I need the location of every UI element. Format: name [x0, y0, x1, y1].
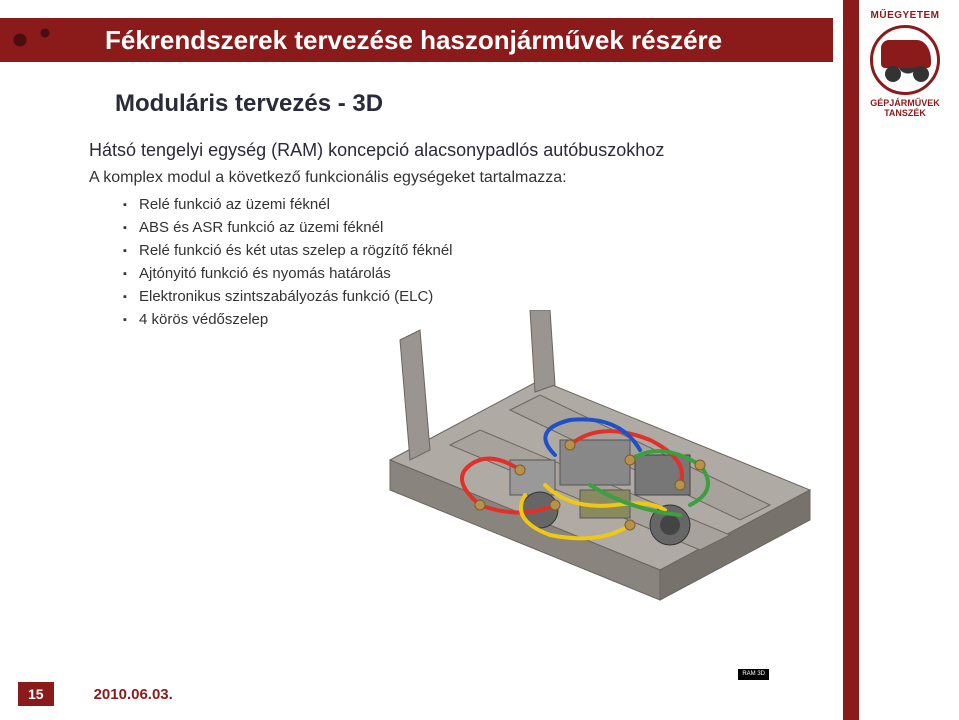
footer: 15 2010.06.03.: [18, 682, 173, 706]
diagram-label: RAM 3D: [738, 669, 769, 680]
header-title: Fékrendszerek tervezése haszonjárművek r…: [105, 25, 722, 56]
logo-top-text: MŰEGYETEM: [855, 10, 955, 21]
list-item: ABS és ASR funkció az üzemi féknél: [123, 216, 815, 239]
list-item: Ajtónyitó funkció és nyomás határolás: [123, 262, 815, 285]
cad-diagram: [370, 310, 830, 645]
content-area: Moduláris tervezés - 3D Hátsó tengelyi e…: [115, 90, 815, 331]
list-item: Relé funkció és két utas szelep a rögzít…: [123, 239, 815, 262]
university-logo: MŰEGYETEM GÉPJÁRMŰVEK TANSZÉK: [855, 10, 955, 119]
page-number: 15: [18, 682, 54, 706]
list-item: Elektronikus szintszabályozás funkció (E…: [123, 285, 815, 308]
logo-bottom-text: GÉPJÁRMŰVEK TANSZÉK: [855, 99, 955, 119]
logo-icon: [870, 25, 940, 95]
slide-title: Moduláris tervezés - 3D: [115, 90, 815, 118]
header-bar: Fékrendszerek tervezése haszonjárművek r…: [0, 18, 833, 62]
right-sidebar: MŰEGYETEM GÉPJÁRMŰVEK TANSZÉK: [843, 0, 959, 720]
list-item: Relé funkció az üzemi féknél: [123, 193, 815, 216]
footer-date: 2010.06.03.: [94, 686, 173, 703]
slide-subtitle: Hátsó tengelyi egység (RAM) koncepció al…: [89, 140, 815, 161]
diagram-svg: [370, 310, 830, 645]
intro-text: A komplex modul a következő funkcionális…: [89, 169, 815, 187]
